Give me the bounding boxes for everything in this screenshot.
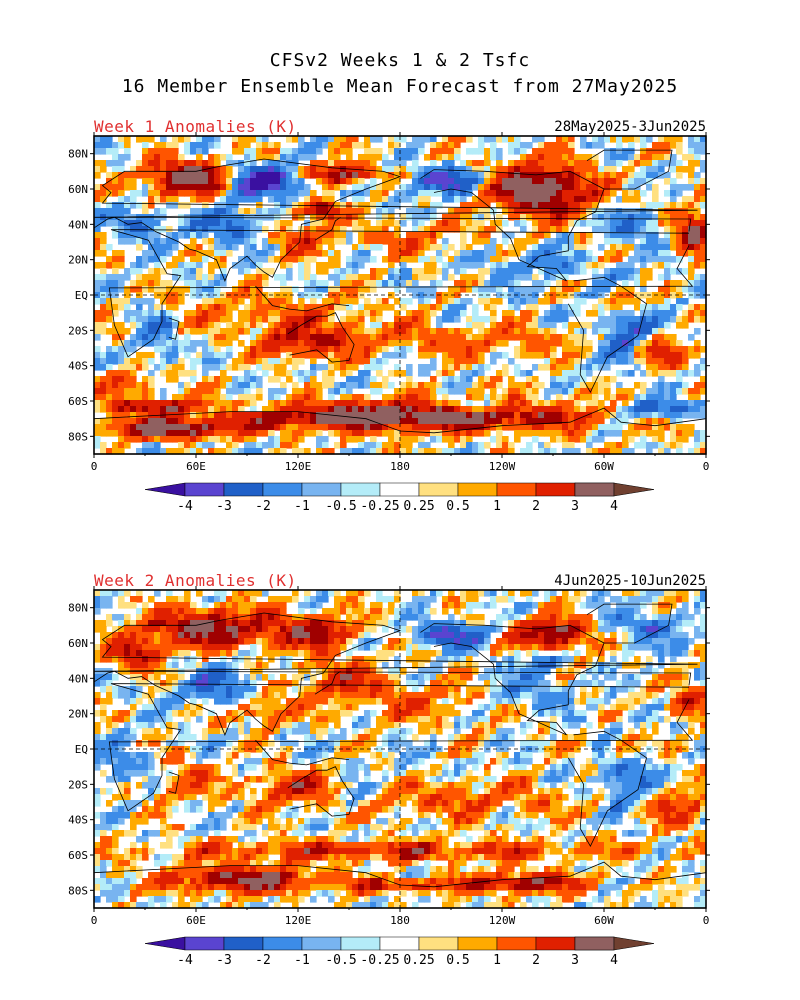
week1-lat-label: 20N bbox=[68, 254, 88, 267]
week2-lat-label: 60S bbox=[68, 849, 88, 862]
week1-colorbar-label: 0.5 bbox=[446, 499, 469, 514]
week2-colorbar-swatch bbox=[223, 936, 264, 951]
week1-colorbar-swatch bbox=[262, 482, 303, 497]
week2-lat-label: EQ bbox=[75, 743, 88, 756]
week1-lat-label: 60S bbox=[68, 395, 88, 408]
week2-lat-label: 20S bbox=[68, 778, 88, 791]
week2-lat-label: 80S bbox=[68, 884, 88, 897]
week1-colorbar-label: -0.25 bbox=[360, 499, 399, 514]
week1-colorbar-label: -2 bbox=[255, 499, 271, 514]
week2-colorbar-label: 2 bbox=[532, 953, 540, 968]
week2-colorbar-label: 4 bbox=[610, 953, 618, 968]
week1-colorbar-label: -1 bbox=[294, 499, 310, 514]
week1-anomaly-field bbox=[94, 136, 707, 455]
week1-lat-label: 20S bbox=[68, 324, 88, 337]
week1-lon-label: 180 bbox=[390, 460, 410, 473]
week1-colorbar-swatch bbox=[223, 482, 264, 497]
week2-colorbar-label: -0.5 bbox=[325, 953, 356, 968]
week2-lon-label: 180 bbox=[390, 914, 410, 927]
week1-colorbar-swatch bbox=[340, 482, 381, 497]
week1-colorbar-swatch bbox=[379, 482, 420, 497]
week2-lon-label: 60E bbox=[186, 914, 206, 927]
week2-colorbar-max-arrow bbox=[613, 936, 655, 951]
week2-lat-label: 40N bbox=[68, 672, 88, 685]
week2-anomaly-field bbox=[94, 590, 707, 909]
week1-colorbar-label: -3 bbox=[216, 499, 232, 514]
week2-colorbar-label: -1 bbox=[294, 953, 310, 968]
week2-lon-label: 0 bbox=[703, 914, 710, 927]
week1-colorbar-min-arrow bbox=[144, 482, 186, 497]
week2-colorbar-swatch bbox=[574, 936, 615, 951]
week1-lon-label: 60E bbox=[186, 460, 206, 473]
week2-lat-label: 20N bbox=[68, 708, 88, 721]
week1-colorbar-label: 2 bbox=[532, 499, 540, 514]
week1-lat-label: 60N bbox=[68, 183, 88, 196]
week2-lon-label: 120E bbox=[285, 914, 312, 927]
week1-colorbar-label: 3 bbox=[571, 499, 579, 514]
week2-colorbar-swatch bbox=[379, 936, 420, 951]
week2-lat-label: 80N bbox=[68, 602, 88, 615]
week1-lon-label: 0 bbox=[703, 460, 710, 473]
week2-colorbar-swatch bbox=[184, 936, 225, 951]
week2-colorbar-label: -4 bbox=[177, 953, 193, 968]
week2-colorbar-label: -0.25 bbox=[360, 953, 399, 968]
week1-colorbar-label: -0.5 bbox=[325, 499, 356, 514]
week1-coastlines bbox=[93, 149, 707, 434]
week1-lat-label: 40N bbox=[68, 218, 88, 231]
week1-lat-label: 40S bbox=[68, 360, 88, 373]
week1-lon-label: 0 bbox=[91, 460, 98, 473]
week1-colorbar-swatch bbox=[184, 482, 225, 497]
week1-lon-label: 120W bbox=[489, 460, 516, 473]
week2-colorbar-swatch bbox=[301, 936, 342, 951]
figure-title-line1: CFSv2 Weeks 1 & 2 Tsfc bbox=[269, 50, 531, 71]
week2-colorbar-swatch bbox=[535, 936, 576, 951]
week2-colorbar-swatch bbox=[457, 936, 498, 951]
week1-lat-label: 80N bbox=[68, 148, 88, 161]
week1-colorbar-swatch bbox=[496, 482, 537, 497]
week1-colorbar-swatch bbox=[457, 482, 498, 497]
week2-lon-label: 60W bbox=[594, 914, 614, 927]
week2-colorbar: -4 -3 -2 -1 -0.5 -0.25 0.25 0.5 1 2 3 4 bbox=[144, 936, 655, 968]
week1-lat-label: EQ bbox=[75, 289, 88, 302]
week2-lat-label: 60N bbox=[68, 637, 88, 650]
week2-colorbar-label: -2 bbox=[255, 953, 271, 968]
week1-panel-dates: 28May2025-3Jun2025 bbox=[554, 119, 706, 135]
week2-colorbar-label: -3 bbox=[216, 953, 232, 968]
week2-colorbar-label: 0.25 bbox=[403, 953, 434, 968]
week1-colorbar-label: -4 bbox=[177, 499, 193, 514]
week2-colorbar-swatch bbox=[418, 936, 459, 951]
week2-colorbar-min-arrow bbox=[144, 936, 186, 951]
week2-panel-title: Week 2 Anomalies (K) bbox=[94, 571, 297, 590]
week1-panel-title: Week 1 Anomalies (K) bbox=[94, 117, 297, 136]
week1-colorbar-swatch bbox=[418, 482, 459, 497]
week1-lat-label: 80S bbox=[68, 430, 88, 443]
figure-title-line2: 16 Member Ensemble Mean Forecast from 27… bbox=[121, 76, 679, 97]
week2-lat-label: 40S bbox=[68, 814, 88, 827]
week2-coastlines bbox=[93, 603, 707, 888]
week2-colorbar-swatch bbox=[262, 936, 303, 951]
week2-lon-label: 120W bbox=[489, 914, 516, 927]
week1-map: 80N 60N 40N 20N EQ 20S 40S 60S 80S 0 60E 120E 180 120… bbox=[68, 132, 710, 473]
week2-colorbar-label: 1 bbox=[493, 953, 501, 968]
week2-map: 80N 60N 40N 20N EQ 20S 40S 60S 80S 0 60E 120E 180 120… bbox=[68, 586, 710, 927]
week1-colorbar-label: 1 bbox=[493, 499, 501, 514]
week1-colorbar: -4 -3 -2 -1 -0.5 -0.25 0.25 0.5 1 2 3 4 bbox=[144, 482, 655, 514]
week2-colorbar-label: 0.5 bbox=[446, 953, 469, 968]
week2-colorbar-swatch bbox=[496, 936, 537, 951]
week2-lon-label: 0 bbox=[91, 914, 98, 927]
week1-colorbar-label: 0.25 bbox=[403, 499, 434, 514]
week1-colorbar-swatch bbox=[574, 482, 615, 497]
week1-colorbar-max-arrow bbox=[613, 482, 655, 497]
week1-colorbar-swatch bbox=[535, 482, 576, 497]
week2-colorbar-label: 3 bbox=[571, 953, 579, 968]
week2-panel-dates: 4Jun2025-10Jun2025 bbox=[554, 573, 706, 589]
week1-lon-label: 60W bbox=[594, 460, 614, 473]
week2-colorbar-swatch bbox=[340, 936, 381, 951]
week1-lon-label: 120E bbox=[285, 460, 312, 473]
week1-colorbar-label: 4 bbox=[610, 499, 618, 514]
week1-colorbar-swatch bbox=[301, 482, 342, 497]
